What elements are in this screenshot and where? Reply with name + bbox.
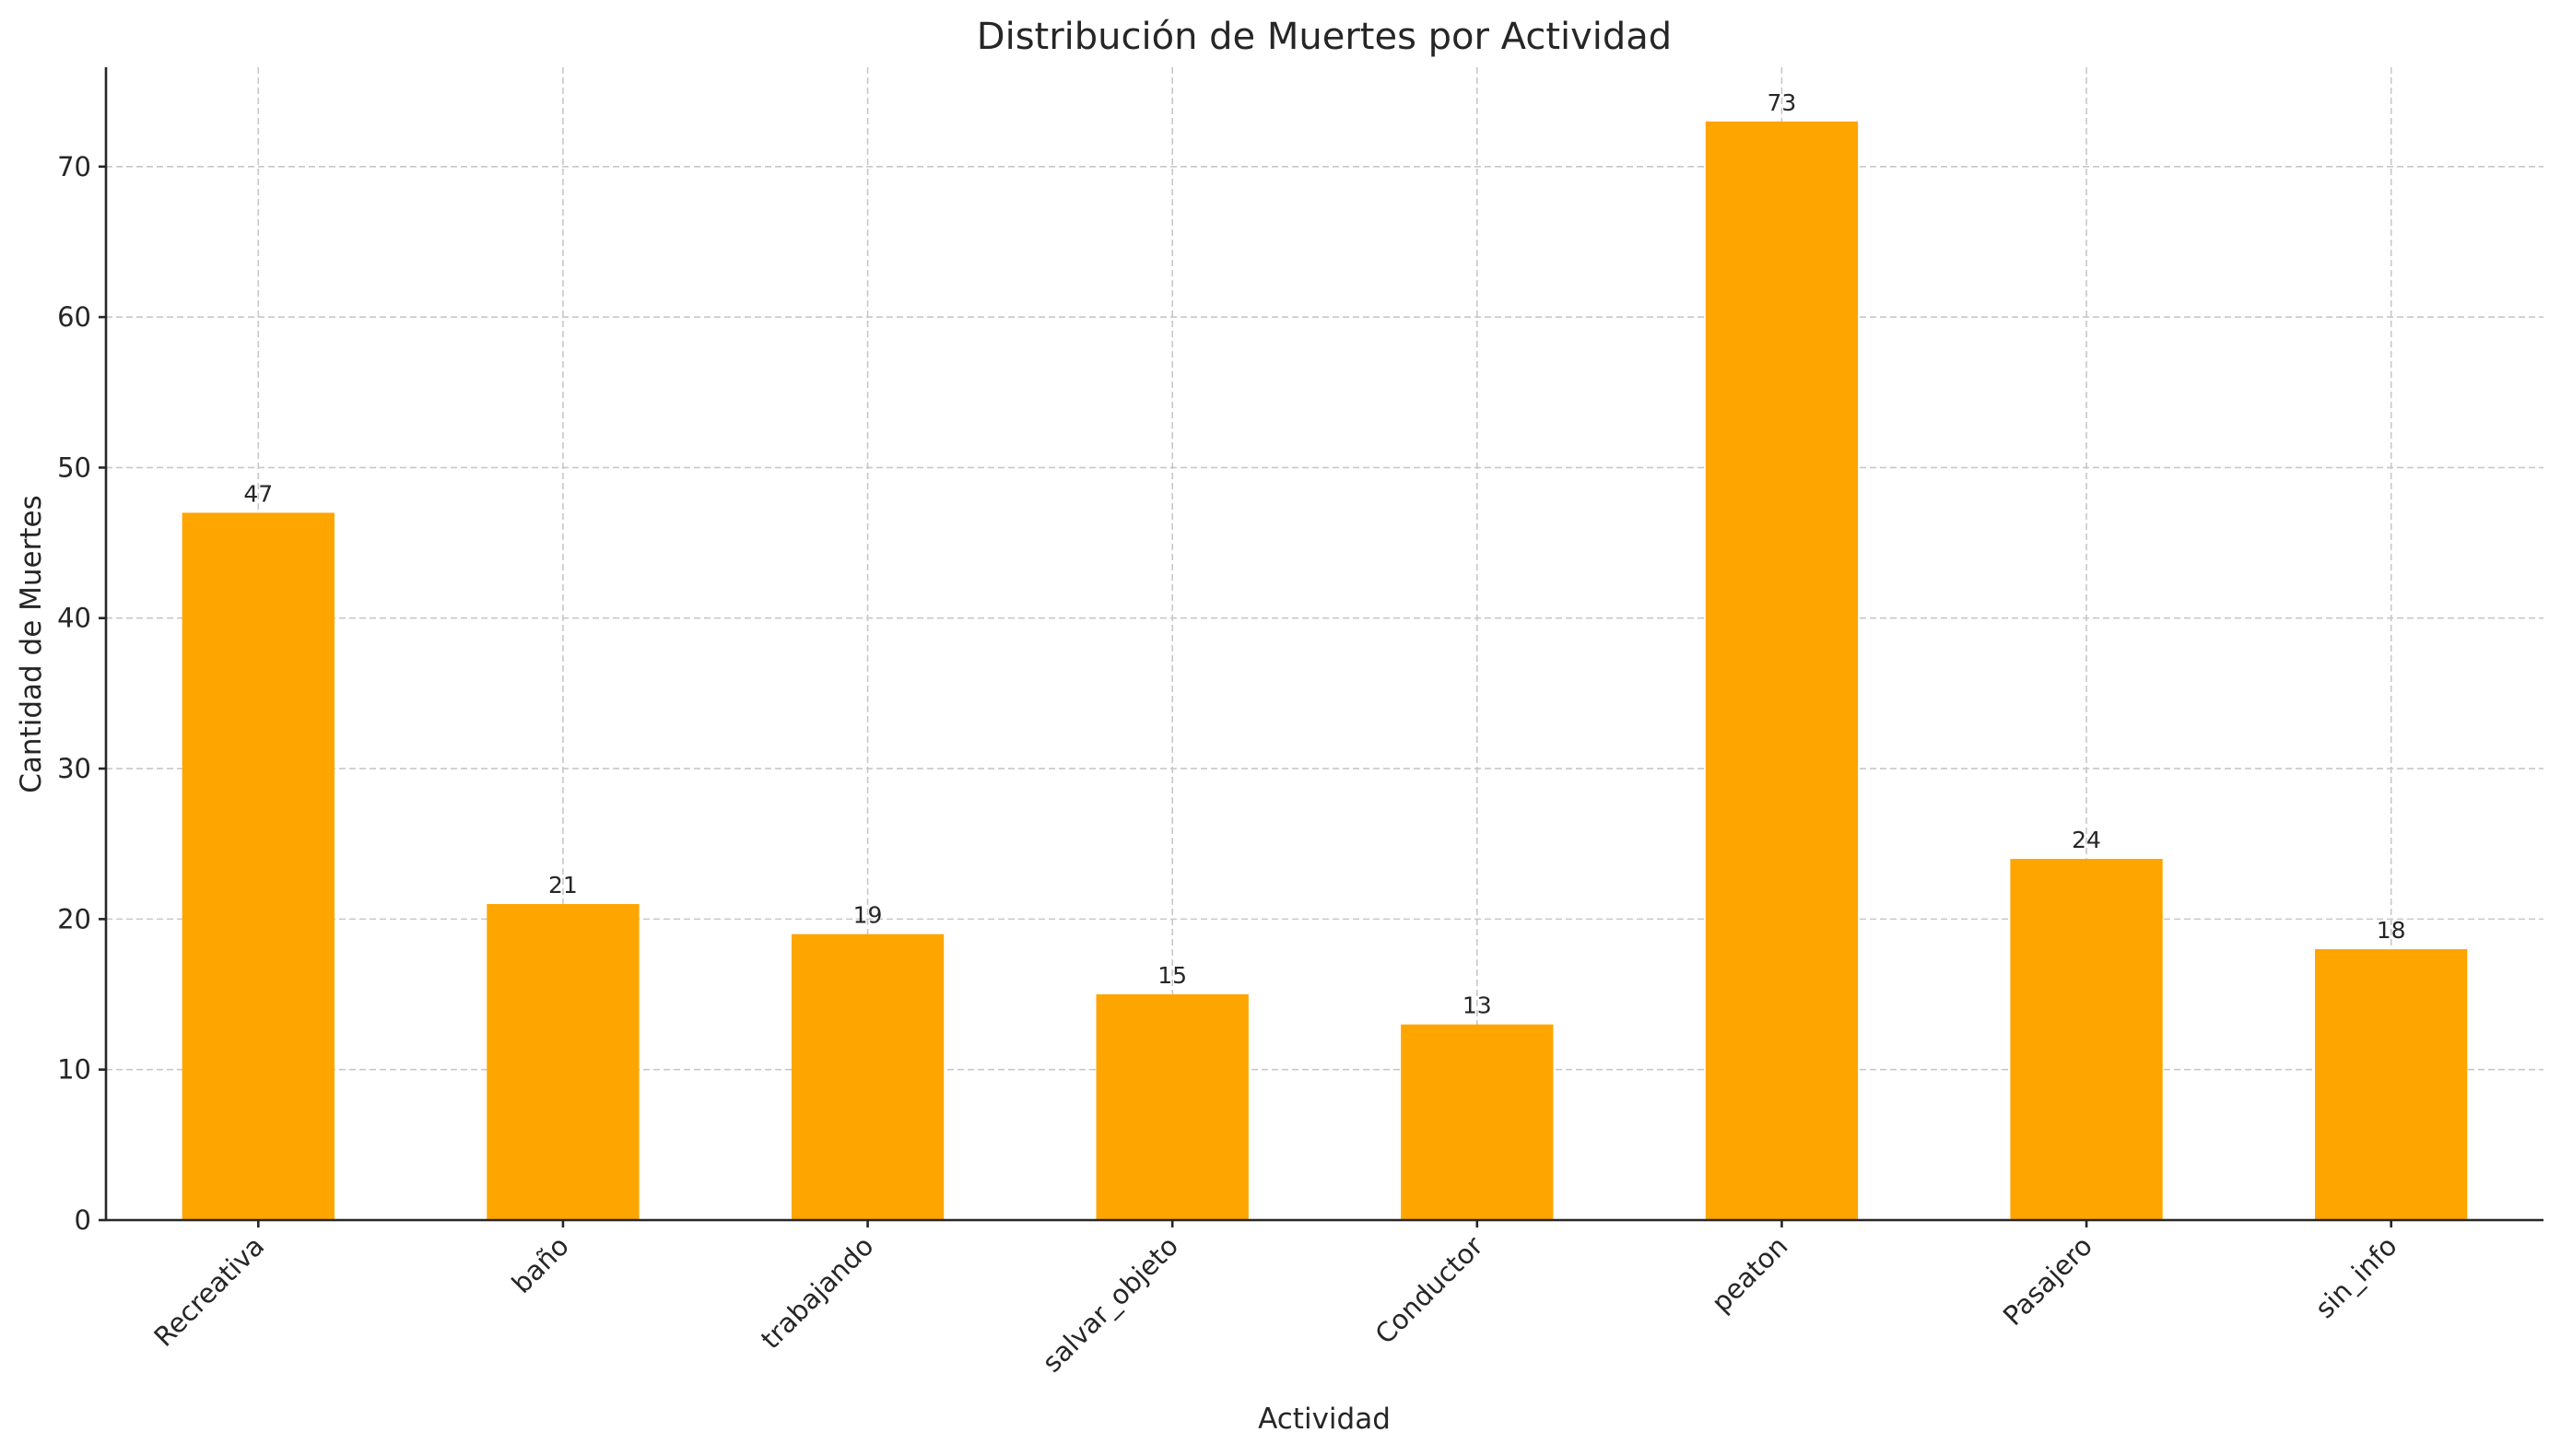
- data-label: 15: [1157, 962, 1187, 989]
- bar-Pasajero: [2010, 859, 2163, 1220]
- data-label: 13: [1463, 992, 1492, 1019]
- chart-title: Distribución de Muertes por Actividad: [977, 16, 1672, 58]
- bar-salvar_objeto: [1096, 994, 1249, 1220]
- bar-Recreativa: [182, 512, 335, 1220]
- data-label: 18: [2377, 917, 2406, 944]
- x-tick-label: Conductor: [1369, 1230, 1489, 1350]
- data-label: 73: [1768, 89, 1797, 116]
- y-tick-label: 0: [75, 1204, 91, 1236]
- x-tick-label: trabajando: [755, 1230, 879, 1355]
- x-tick-label: Pasajero: [1997, 1230, 2098, 1332]
- x-tick-label: baño: [506, 1230, 575, 1299]
- y-tick-label: 30: [57, 753, 91, 784]
- data-label: 21: [548, 872, 578, 898]
- x-tick-label: salvar_objeto: [1036, 1230, 1184, 1379]
- y-tick-label: 50: [57, 452, 91, 483]
- y-axis-label: Cantidad de Muertes: [15, 495, 48, 793]
- y-tick-label: 40: [57, 603, 91, 634]
- y-tick-label: 60: [57, 301, 91, 333]
- y-tick-label: 70: [57, 151, 91, 182]
- x-tick-label: sin_info: [2309, 1230, 2403, 1324]
- bar-peaton: [1705, 121, 1859, 1221]
- y-tick-label: 20: [57, 903, 91, 934]
- data-label: 19: [853, 902, 883, 929]
- bar-trabajando: [791, 933, 945, 1220]
- x-axis-label: Actividad: [1258, 1403, 1391, 1436]
- bar-sin_info: [2315, 949, 2468, 1220]
- y-tick-label: 10: [57, 1054, 91, 1086]
- x-tick-label: peaton: [1706, 1230, 1794, 1319]
- x-tick-label: Recreativa: [147, 1230, 270, 1353]
- bar-Conductor: [1401, 1024, 1554, 1220]
- bar-baño: [487, 904, 640, 1220]
- data-label: 47: [243, 480, 273, 507]
- data-label: 24: [2072, 827, 2101, 853]
